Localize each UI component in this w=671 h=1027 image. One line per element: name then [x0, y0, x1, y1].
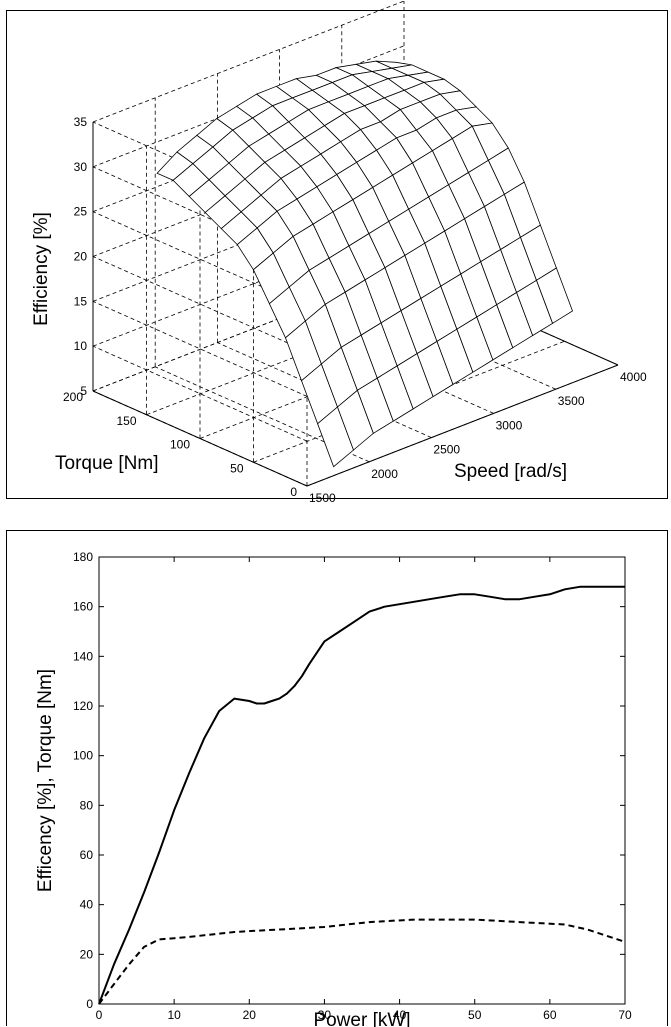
x-tick-label: 60 — [543, 1008, 557, 1022]
line-chart: 0 10 20 30 40 50 60 70 0 20 40 60 80 100 120 140 160 180 P… — [35, 550, 632, 1027]
surface-patch — [536, 267, 573, 324]
y-tick-label: 60 — [80, 848, 94, 862]
x-tick-label: 70 — [618, 1008, 632, 1022]
speed-tick-label: 3000 — [496, 418, 523, 432]
y-tick-label: 80 — [80, 798, 94, 812]
y-tick-label: 100 — [73, 749, 93, 763]
y-tick-label: 20 — [80, 947, 94, 961]
efficiency-tick-label: 10 — [74, 339, 88, 353]
torque-tick-label: 50 — [230, 461, 244, 475]
x-tick-label: 10 — [167, 1008, 181, 1022]
efficiency-tick-label: 30 — [74, 160, 88, 174]
torque-axis-label: Torque [Nm] — [55, 453, 158, 474]
y-tick-label: 120 — [73, 699, 93, 713]
x-tick-label: 20 — [243, 1008, 257, 1022]
x-tick-label: 50 — [468, 1008, 482, 1022]
y-tick-label: 180 — [73, 550, 93, 564]
dashed-series-line — [98, 918, 626, 1005]
torque-axis-line — [92, 390, 308, 487]
efficiency-tick-label: 20 — [74, 250, 88, 264]
x-tick-label: 30 — [318, 1008, 332, 1022]
y-axis-label: Efficency [%], Torque [Nm] — [35, 669, 56, 892]
torque-tick-label: 100 — [170, 438, 190, 452]
efficiency-tick-label: 25 — [74, 205, 88, 219]
speed-tick-label: 3500 — [558, 394, 585, 408]
speed-axis-label: Speed [rad/s] — [454, 461, 567, 482]
efficiency-tick-label: 5 — [80, 384, 87, 398]
speed-tick-label: 2500 — [433, 443, 460, 457]
y-tick-label: 0 — [86, 997, 93, 1011]
line-chart-panel: 0 10 20 30 40 50 60 70 0 20 40 60 80 100 120 140 160 180 P… — [6, 530, 668, 1027]
surface-chart-panel: 5 10 15 20 25 30 35 0 50 100 150 200 1500 2000 2500 300… — [6, 0, 668, 505]
surface-chart: 5 10 15 20 25 30 35 0 50 100 150 200 1500 2000 2500 300… — [31, 0, 647, 505]
torque-tick-label: 150 — [116, 414, 136, 428]
x-tick-label: 40 — [393, 1008, 407, 1022]
speed-tick-label: 2000 — [371, 467, 398, 481]
torque-tick-label: 0 — [290, 485, 297, 499]
speed-tick-label: 1500 — [309, 491, 336, 505]
plot-area-frame — [98, 556, 626, 1005]
efficiency-tick-label: 15 — [74, 294, 88, 308]
solid-series-line — [98, 585, 625, 1005]
y-tick-label: 40 — [80, 898, 94, 912]
speed-axis-line — [306, 364, 619, 487]
x-tick-label: 0 — [96, 1008, 103, 1022]
efficiency-axis-label: Efficiency [%] — [31, 212, 52, 326]
efficiency-tick-label: 35 — [74, 115, 88, 129]
y-tick-label: 160 — [73, 600, 93, 614]
speed-tick-label: 4000 — [620, 370, 647, 384]
torque-tick-label: 200 — [63, 390, 83, 404]
y-tick-label: 140 — [73, 649, 93, 663]
x-axis-label: Power [kW] — [313, 1010, 410, 1027]
